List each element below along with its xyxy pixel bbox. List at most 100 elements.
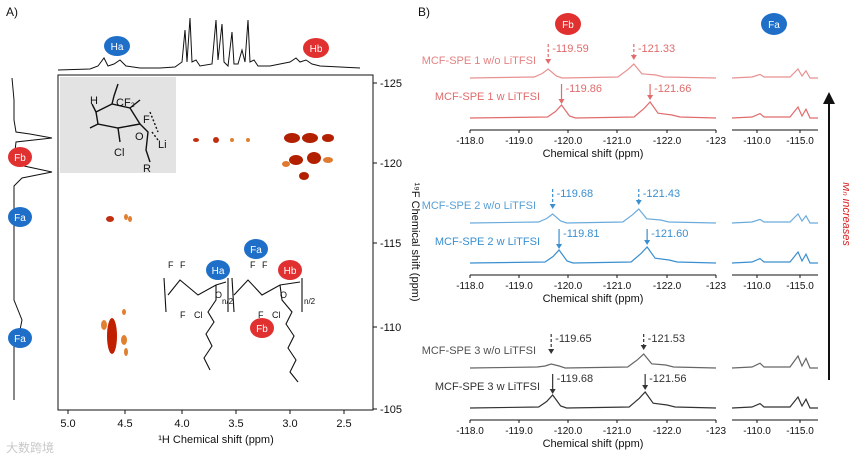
main-tick-label: -118.0 [456,281,484,292]
polymer-n2-2: n/2 [304,297,316,306]
main-tick-label: -120.0 [554,426,583,437]
atom-o: O [135,131,144,143]
atom-li: Li [158,139,167,151]
chemical-shift-axis-label: Chemical shift (ppm) [543,438,644,450]
polymer-cl-2: Cl [272,310,281,320]
main-tick-label: -118.0 [456,426,484,437]
cross-peaks [101,133,334,356]
svg-text:Ha: Ha [111,42,124,53]
side-tick-label: -110.0 [743,426,771,437]
f19-tick-label: -125 [380,78,402,90]
svg-text:F: F [180,310,186,320]
h1-tick-label: 4.5 [117,418,132,430]
h1-axis: 5.0 4.5 4.0 3.5 3.0 2.5 ¹H Chemical shift (pp… [60,410,352,446]
svg-text:F: F [180,260,186,270]
main-tick-label: -121.0 [603,136,632,147]
atom-cl: Cl [114,147,124,159]
side-tick-label: -115.0 [786,281,814,292]
mn-trend-label: Mₙ increases [840,182,849,246]
main-tick-label: -122.0 [653,426,682,437]
badge-fb-structure: Fb [250,318,274,338]
spectrum-wo-litfsi-main [469,208,717,224]
label-w-litfsi: MCF-SPE 1 w LiTFSI [435,91,540,103]
svg-text:F: F [168,260,174,270]
peak-label: -119.86 [566,83,603,95]
spectrum-wo-litfsi-side [731,213,818,224]
atom-cf2: CF₂ [116,97,135,109]
h1-tick-label: 3.0 [282,418,297,430]
polymer-cl-1: Cl [194,310,203,320]
polymer-n2-1: n/2 [222,297,234,306]
main-tick-label: -122.0 [653,281,682,292]
svg-text:F: F [250,260,256,270]
spectrum-w-litfsi-main [469,246,717,264]
peak-arrowhead [644,240,651,245]
cross-peak-hb-fb [282,133,334,180]
spectrum-wo-litfsi-main [469,63,717,79]
svg-text:Fb: Fb [256,324,268,335]
atom-r: R [143,163,151,175]
svg-text:Fb: Fb [562,20,574,31]
main-tick-label: -118.0 [456,136,484,147]
peak-label: -119.68 [557,373,594,385]
main-tick-label: -119.0 [505,281,533,292]
spectrum-w-litfsi-side [731,250,818,264]
badge-fa-structure: Fa [244,239,268,259]
f19-tick-label: -110 [380,322,401,334]
f19-projection-spectrum [11,77,53,400]
peak-label: -119.68 [557,188,594,200]
label-wo-litfsi: MCF-SPE 2 w/o LiTFSI [422,200,536,212]
spectrum-wo-litfsi-main [469,353,717,369]
peak-label: -121.33 [638,43,675,55]
h1-tick-label: 3.5 [228,418,243,430]
main-tick-label: -123 [706,281,726,292]
label-w-litfsi: MCF-SPE 2 w LiTFSI [435,236,540,248]
svg-text:Hb: Hb [284,266,297,277]
main-tick-label: -119.0 [505,426,533,437]
main-tick-label: -122.0 [653,136,682,147]
peak-arrowhead [545,59,552,64]
watermark-text: 大数跨境 [6,440,54,455]
h1-tick-label: 2.5 [336,418,351,430]
main-tick-label: -121.0 [603,426,632,437]
header-badge-fb: Fb [555,13,581,35]
badge-ha-top: Ha [104,36,130,56]
spectrum-w-litfsi-side [731,105,818,119]
spectrum-w-litfsi-side [731,395,818,409]
chemical-shift-axis-label: Chemical shift (ppm) [543,293,644,305]
h1-projection-spectrum [57,17,361,71]
main-tick-label: -121.0 [603,281,632,292]
peak-label: -119.81 [563,228,600,240]
h1-tick-label: 4.0 [174,418,189,430]
peak-arrowhead [556,244,563,249]
spectrum-w-litfsi-main [469,101,717,119]
svg-text:Fa: Fa [250,245,262,256]
badge-hb-structure: Hb [278,260,302,280]
label-wo-litfsi: MCF-SPE 3 w/o LiTFSI [422,345,536,357]
badge-fa-left-lower: Fa [8,328,32,348]
svg-text:Ha: Ha [212,266,225,277]
peak-label: -119.59 [552,43,589,55]
polymer-o-2: O [280,290,287,300]
f19-axis: -125 -120 -115 -110 -105 ¹⁹F Chemical shift … [373,78,421,416]
peak-arrowhead [549,204,556,209]
peak-label: -121.66 [654,83,691,95]
svg-text:Fa: Fa [768,20,780,31]
main-tick-label: -120.0 [554,136,583,147]
side-tick-label: -110.0 [743,281,771,292]
peak-arrowhead [640,345,647,350]
peak-label: -121.56 [649,373,686,385]
cross-peak-ha-fa-upper [106,214,132,222]
h1-tick-label: 5.0 [60,418,75,430]
panel-b-label: B) [418,5,430,19]
peak-arrowhead [642,385,649,390]
header-badge-fa: Fa [761,13,787,35]
spectra-group-2: MCF-SPE 2 w/o LiTFSI MCF-SPE 2 w LiTFSI -1… [422,188,818,305]
structure-highlight-box [60,77,176,173]
f19-tick-label: -115 [380,238,401,250]
f19-tick-label: -120 [380,158,402,170]
badge-fa-left-upper: Fa [8,207,32,227]
svg-text:Fb: Fb [14,153,26,164]
f19-tick-label: -105 [380,404,402,416]
